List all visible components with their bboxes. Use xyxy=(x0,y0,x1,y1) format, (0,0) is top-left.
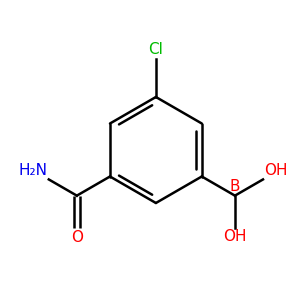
Text: B: B xyxy=(230,179,240,194)
Text: H₂N: H₂N xyxy=(18,163,47,178)
Text: O: O xyxy=(71,230,83,245)
Text: OH: OH xyxy=(265,163,288,178)
Text: Cl: Cl xyxy=(148,42,163,57)
Text: OH: OH xyxy=(223,230,247,244)
